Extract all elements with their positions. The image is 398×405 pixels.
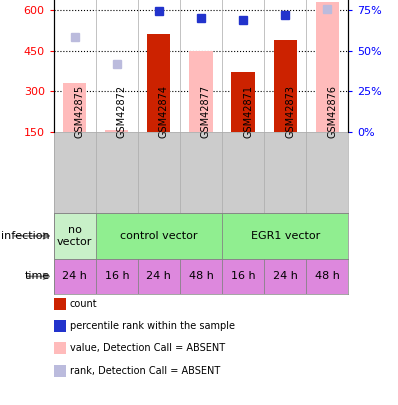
Text: count: count: [70, 299, 97, 309]
Text: GSM42875: GSM42875: [75, 85, 85, 138]
Text: GSM42876: GSM42876: [327, 85, 337, 138]
Text: 48 h: 48 h: [189, 271, 213, 281]
Bar: [273, 40, 297, 132]
Bar: [105, 130, 129, 132]
Text: GSM42871: GSM42871: [243, 85, 253, 138]
Bar: [316, 2, 339, 132]
Text: GSM42873: GSM42873: [285, 85, 295, 138]
Text: 48 h: 48 h: [315, 271, 339, 281]
Text: 24 h: 24 h: [146, 271, 172, 281]
Text: 16 h: 16 h: [231, 271, 256, 281]
Bar: [222, 259, 264, 294]
Bar: [96, 259, 138, 294]
Text: EGR1 vector: EGR1 vector: [250, 231, 320, 241]
Bar: [54, 259, 96, 294]
Bar: [232, 72, 255, 132]
Bar: [264, 259, 306, 294]
Text: 24 h: 24 h: [273, 271, 298, 281]
Bar: [54, 213, 96, 259]
Text: GSM42874: GSM42874: [159, 85, 169, 138]
Bar: [138, 259, 180, 294]
Text: value, Detection Call = ABSENT: value, Detection Call = ABSENT: [70, 343, 225, 353]
Text: 16 h: 16 h: [105, 271, 129, 281]
Bar: [222, 213, 348, 259]
Bar: [96, 213, 222, 259]
Bar: [180, 259, 222, 294]
Bar: [147, 34, 170, 132]
Bar: [189, 51, 213, 132]
Text: GSM42877: GSM42877: [201, 85, 211, 138]
Text: no
vector: no vector: [57, 225, 92, 247]
Bar: [63, 83, 86, 132]
Text: infection: infection: [1, 231, 50, 241]
Text: time: time: [25, 271, 50, 281]
Text: GSM42872: GSM42872: [117, 85, 127, 138]
Text: 24 h: 24 h: [62, 271, 87, 281]
Text: percentile rank within the sample: percentile rank within the sample: [70, 321, 235, 331]
Bar: [306, 259, 348, 294]
Text: rank, Detection Call = ABSENT: rank, Detection Call = ABSENT: [70, 366, 220, 375]
Text: control vector: control vector: [120, 231, 198, 241]
